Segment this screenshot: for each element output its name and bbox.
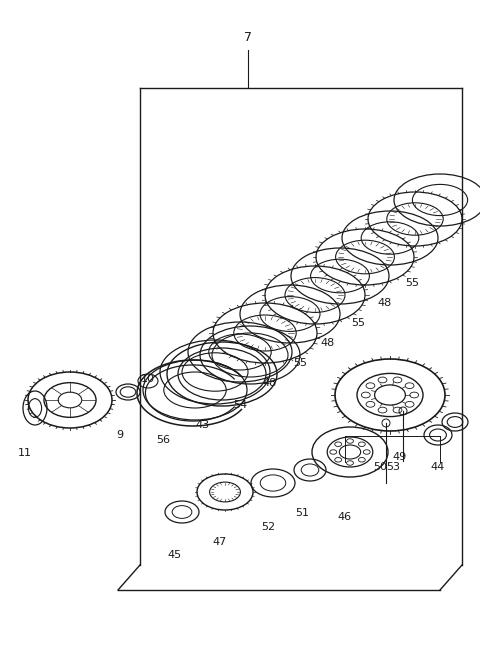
Text: 48: 48 [321, 338, 335, 348]
Text: 54: 54 [233, 400, 247, 410]
Text: 56: 56 [156, 435, 170, 445]
Text: 52: 52 [261, 522, 275, 532]
Text: 55: 55 [293, 358, 307, 368]
Text: 47: 47 [213, 537, 227, 547]
Text: 55: 55 [405, 278, 419, 288]
Text: 9: 9 [117, 430, 123, 440]
Text: 44: 44 [431, 462, 445, 472]
Text: 7: 7 [244, 31, 252, 44]
Text: 48: 48 [263, 378, 277, 388]
Text: 45: 45 [168, 550, 182, 560]
Text: 51: 51 [295, 508, 309, 518]
Text: 48: 48 [378, 298, 392, 308]
Text: 10: 10 [141, 374, 155, 384]
Text: 43: 43 [195, 420, 209, 430]
Text: 50: 50 [373, 462, 387, 472]
Text: 49: 49 [393, 452, 407, 462]
Text: 53: 53 [386, 462, 400, 472]
Text: 46: 46 [338, 512, 352, 522]
Text: 55: 55 [351, 318, 365, 328]
Text: 11: 11 [18, 448, 32, 458]
